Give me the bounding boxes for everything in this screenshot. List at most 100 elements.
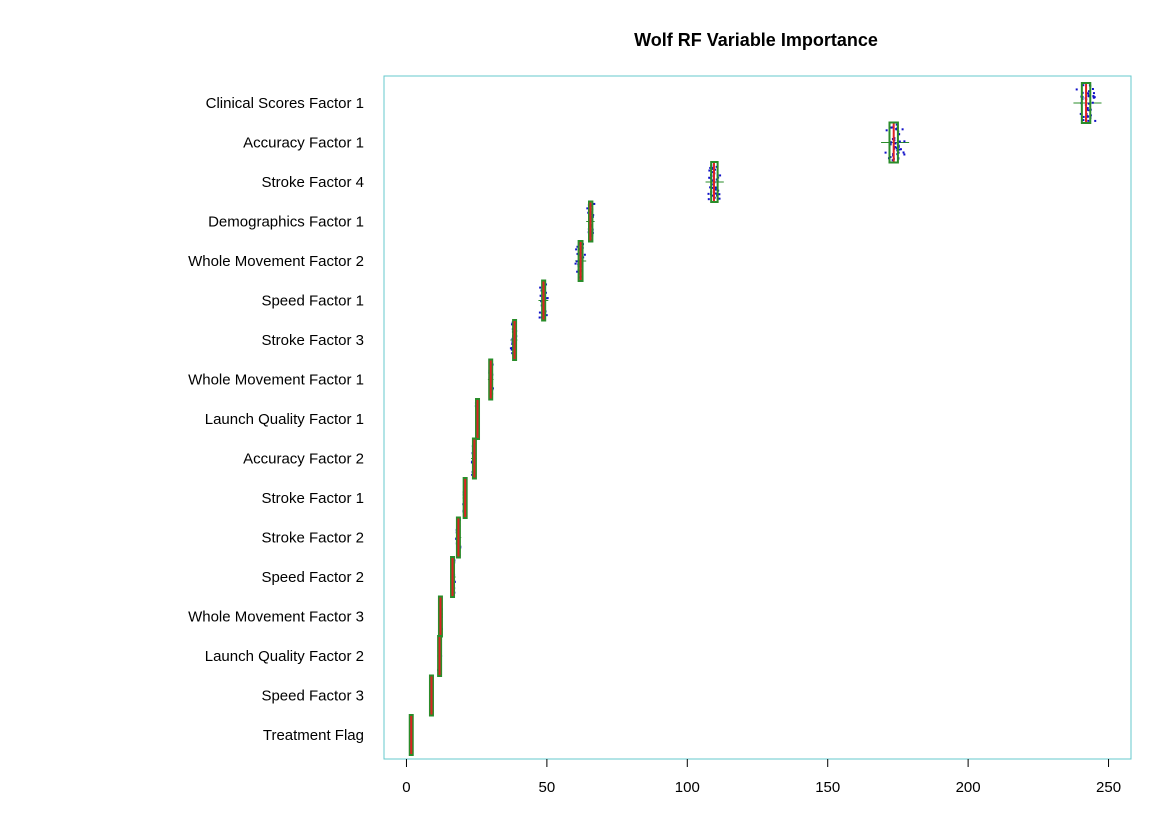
sample-point xyxy=(889,143,892,146)
category-label: Stroke Factor 3 xyxy=(261,332,364,349)
plot-area-border xyxy=(383,75,1132,760)
category-label: Stroke Factor 4 xyxy=(261,174,364,191)
iqr-box xyxy=(541,279,547,322)
category-label: Launch Quality Factor 1 xyxy=(205,411,364,428)
sample-point xyxy=(545,314,548,317)
category-label: Accuracy Factor 1 xyxy=(243,135,364,152)
sample-point xyxy=(509,347,512,350)
iqr-box xyxy=(455,516,461,559)
iqr-box xyxy=(577,240,584,282)
iqr-box xyxy=(408,714,414,756)
sample-point xyxy=(1087,115,1090,118)
category-label: Stroke Factor 2 xyxy=(261,530,364,547)
sample-point xyxy=(898,133,901,136)
boxplot-4 xyxy=(586,200,596,243)
sample-point xyxy=(714,186,717,189)
boxplot-9 xyxy=(474,398,481,440)
boxplot-15 xyxy=(437,635,443,677)
boxplot-13 xyxy=(449,556,456,598)
sample-point xyxy=(718,193,721,196)
boxplot-12 xyxy=(455,516,462,559)
boxplot-6 xyxy=(538,279,549,322)
sample-point xyxy=(899,148,902,151)
category-label: Demographics Factor 1 xyxy=(208,214,364,231)
iqr-box xyxy=(428,674,434,717)
sample-point xyxy=(546,297,549,300)
sample-point xyxy=(894,142,897,145)
boxplot-8 xyxy=(487,358,494,401)
sample-point xyxy=(576,252,579,255)
sample-point xyxy=(1087,119,1090,122)
sample-point xyxy=(1082,119,1085,122)
sample-point xyxy=(1082,115,1085,118)
sample-point xyxy=(538,316,541,319)
sample-point xyxy=(1087,109,1090,112)
sample-point xyxy=(545,297,548,300)
category-label: Whole Movement Factor 3 xyxy=(188,609,364,626)
sample-point xyxy=(889,156,892,159)
sample-point xyxy=(718,197,721,200)
boxplot-1 xyxy=(1073,82,1102,124)
iqr-box xyxy=(512,319,518,361)
iqr-box xyxy=(437,635,443,677)
iqr-box xyxy=(710,161,719,203)
sample-point xyxy=(1082,84,1085,87)
sample-point xyxy=(1087,102,1090,105)
sample-point xyxy=(711,194,714,197)
sample-point xyxy=(894,146,897,149)
boxplot-7 xyxy=(509,319,518,361)
sample-point xyxy=(895,147,898,150)
sample-point xyxy=(1091,87,1094,90)
sample-point xyxy=(1075,88,1078,91)
x-tick-label: 100 xyxy=(675,779,700,796)
sample-point xyxy=(714,188,717,191)
category-labels: Clinical Scores Factor 1 Accuracy Factor … xyxy=(188,95,364,744)
sample-point xyxy=(714,192,717,195)
sample-point xyxy=(539,294,542,297)
boxplot-17 xyxy=(408,714,414,756)
iqr-box xyxy=(488,358,494,401)
sample-point xyxy=(593,202,596,205)
sample-point xyxy=(539,286,542,289)
iqr-box xyxy=(462,477,468,519)
boxplot-2 xyxy=(881,121,910,164)
sample-point xyxy=(1091,101,1094,104)
iqr-box xyxy=(588,200,594,243)
sample-point xyxy=(1094,119,1097,122)
boxplot-5 xyxy=(574,240,587,282)
x-tick-label: 50 xyxy=(539,779,556,796)
x-tick-label: 250 xyxy=(1096,779,1121,796)
sample-point xyxy=(586,207,589,210)
sample-point xyxy=(715,165,718,168)
sample-point xyxy=(711,167,714,170)
iqr-box xyxy=(1080,82,1092,124)
sample-point xyxy=(890,126,893,129)
sample-point xyxy=(1086,107,1089,110)
sample-point xyxy=(709,186,712,189)
category-label: Clinical Scores Factor 1 xyxy=(206,95,364,112)
sample-point xyxy=(707,198,710,201)
category-label: Whole Movement Factor 2 xyxy=(188,253,364,270)
sample-point xyxy=(583,253,586,256)
category-label: Speed Factor 1 xyxy=(261,293,364,310)
category-label: Treatment Flag xyxy=(263,727,364,744)
sample-point xyxy=(1088,90,1091,93)
sample-point xyxy=(1079,112,1082,115)
sample-point xyxy=(574,262,577,265)
sample-point xyxy=(1087,92,1090,95)
sample-point xyxy=(884,151,887,154)
sample-point xyxy=(885,129,888,132)
sample-point xyxy=(1087,95,1090,98)
sample-point xyxy=(576,270,579,273)
iqr-box xyxy=(888,121,899,164)
sample-point xyxy=(707,192,710,195)
x-tick-label: 0 xyxy=(402,779,410,796)
x-tick-label: 200 xyxy=(956,779,981,796)
sample-point xyxy=(898,140,901,143)
category-label: Whole Movement Factor 1 xyxy=(188,372,364,389)
iqr-box xyxy=(471,437,477,480)
sample-point xyxy=(714,168,717,171)
boxplot-3 xyxy=(705,161,724,203)
x-axis: 0 50 100 150 200 250 xyxy=(402,759,1121,796)
